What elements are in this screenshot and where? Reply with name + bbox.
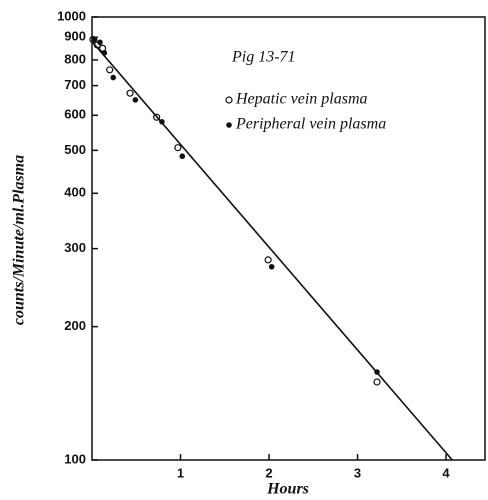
data-point [132, 97, 139, 103]
y-tick-label: 500 [64, 142, 86, 157]
data-point [110, 74, 117, 81]
x-tick-label: 1 [177, 465, 184, 480]
y-tick-label: 700 [64, 77, 86, 92]
y-tick-label: 300 [64, 240, 86, 255]
y-tick-label: 100 [64, 451, 86, 466]
annotation: Pig 13-71 [231, 49, 296, 66]
y-tick-label: 900 [64, 29, 86, 44]
fit-line [91, 41, 453, 461]
data-point [106, 66, 114, 74]
data-point [97, 39, 103, 46]
data-point [174, 144, 182, 152]
data-point [101, 50, 108, 56]
data-point [264, 256, 272, 264]
legend-label: Hepatic vein plasma [235, 91, 368, 108]
x-tick-label: 4 [442, 465, 450, 480]
y-tick-label: 1000 [57, 8, 86, 23]
data-point [179, 153, 186, 160]
y-tick-label: 800 [64, 51, 86, 66]
data-point [153, 113, 161, 121]
x-tick-label: 3 [354, 465, 361, 480]
x-axis-label: Hours [266, 481, 309, 498]
data-point [373, 378, 381, 386]
data-point [126, 89, 134, 97]
legend-label: Peripheral vein plasma [235, 116, 386, 133]
data-point [91, 36, 98, 43]
y-axis-label: counts/Minute/ml.Plasma [11, 155, 28, 325]
x-tick-label: 2 [265, 465, 272, 480]
data-point [268, 263, 275, 270]
y-tick-label: 200 [64, 318, 86, 333]
plot-frame [91, 16, 486, 461]
y-tick-label: 400 [64, 185, 86, 200]
legend-marker [225, 96, 233, 104]
data-point [159, 119, 165, 125]
y-tick-label: 600 [64, 107, 86, 122]
data-point [374, 369, 380, 375]
legend-marker [226, 122, 232, 128]
